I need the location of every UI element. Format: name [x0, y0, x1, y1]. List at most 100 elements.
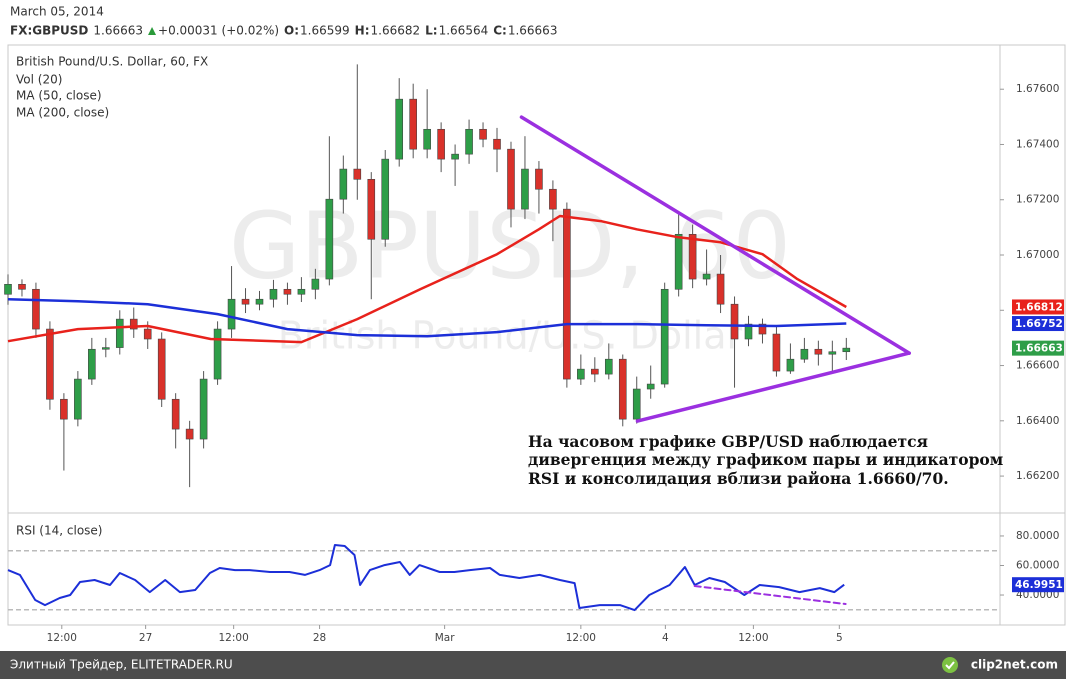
quote-field: C: — [493, 24, 507, 38]
candle-body — [269, 288, 278, 300]
candle-body — [325, 198, 334, 280]
x-tick-label: 27 — [139, 632, 152, 644]
y-tick-label: 1.66200 — [1016, 470, 1059, 482]
candle-body — [32, 288, 40, 330]
candle-body — [367, 178, 376, 240]
trend-line — [635, 351, 911, 423]
candle-body — [4, 284, 12, 295]
candle-body — [102, 347, 110, 350]
candle-body — [311, 278, 320, 290]
annotation-line: RSI и консолидация вблизи района 1.6660/… — [528, 469, 949, 488]
price-label: 1.66752 — [1015, 318, 1063, 330]
candle-body — [381, 158, 390, 240]
price-label-box — [1012, 340, 1064, 356]
candle-body — [507, 148, 515, 210]
candle-body — [60, 398, 68, 420]
candle-body — [437, 128, 445, 160]
y-tick-label: 1.67000 — [1016, 249, 1059, 261]
x-tick-label: Mar — [435, 632, 455, 644]
legend-entry: Vol (20) — [16, 73, 62, 87]
candle-body — [674, 233, 683, 290]
candle-body — [283, 288, 292, 295]
candle-body — [800, 348, 809, 360]
legend-entry: MA (50, close) — [16, 89, 102, 103]
candle-body — [604, 358, 613, 375]
legend-entry: RSI (14, close) — [16, 524, 102, 538]
y-tick-label: 80.0000 — [1016, 530, 1059, 542]
change-arrow — [148, 27, 157, 35]
series-line — [7, 297, 847, 338]
candle-body — [423, 128, 431, 150]
candle-body — [688, 233, 697, 280]
candle-body — [409, 98, 417, 150]
candle-body — [535, 168, 543, 190]
y-tick-label: 1.67200 — [1016, 194, 1059, 206]
candle-body — [157, 338, 166, 400]
quote-field: 1.66682 — [371, 24, 421, 38]
candle-body — [744, 323, 753, 340]
candle-body — [88, 348, 96, 380]
y-tick-label: 1.67600 — [1016, 83, 1059, 95]
x-tick-label: 12:00 — [47, 632, 77, 644]
price-panel: 1.676001.674001.672001.670001.668001.666… — [4, 64, 1064, 644]
x-tick-label: 5 — [836, 632, 843, 644]
candle-body — [646, 383, 655, 390]
candle-body — [171, 398, 180, 430]
candle-body — [199, 378, 208, 440]
y-tick-label: 60.0000 — [1016, 559, 1059, 571]
candle-body — [730, 303, 739, 340]
candle-body — [185, 428, 194, 440]
candle-body — [479, 128, 487, 140]
x-tick-label: 4 — [662, 632, 669, 644]
quote-bar: FX:GBPUSD 1.66663 +0.00031 (+0.02%) O: 1.665… — [10, 24, 557, 38]
annotation-line: дивергенция между графиком пары и индика… — [528, 450, 1003, 469]
candle-body — [241, 298, 250, 305]
candle-body — [660, 288, 669, 385]
candle-body — [115, 318, 124, 348]
x-tick-label: 28 — [313, 632, 326, 644]
x-tick-label: 12:00 — [738, 632, 768, 644]
quote-field: L: — [425, 24, 437, 38]
y-tick-label: 1.66600 — [1016, 360, 1059, 372]
annotation-line: На часовом графике GBP/USD наблюдается — [528, 432, 928, 451]
date: March 05, 2014 — [10, 5, 104, 19]
price-label-box — [1012, 577, 1064, 593]
footer-text: Элитный Трейдер, ELITETRADER.RU — [10, 658, 233, 672]
candle-body — [828, 351, 837, 355]
candle-body — [46, 328, 54, 400]
candle-body — [577, 368, 585, 380]
quote-field: 1.66599 — [300, 24, 350, 38]
chart-frame — [7, 44, 1066, 626]
price-label: 46.9951 — [1015, 579, 1063, 591]
candle-body — [716, 273, 725, 305]
candle-body — [18, 284, 26, 290]
candle-body — [814, 348, 823, 355]
y-tick-label: 1.67400 — [1016, 138, 1059, 150]
trend-line — [693, 585, 847, 606]
quote-field: 1.66663 — [508, 24, 558, 38]
footer-bar — [0, 651, 1066, 679]
candle-body — [353, 168, 362, 180]
x-tick-label: 12:00 — [219, 632, 249, 644]
candle-body — [563, 208, 571, 380]
legend-entry: MA (200, close) — [16, 106, 109, 120]
footer-logo: clip2net.com — [971, 658, 1058, 672]
price-label-box — [1012, 316, 1064, 332]
candle-body — [549, 188, 557, 210]
candle-body — [842, 347, 851, 353]
candle-body — [758, 323, 767, 335]
price-label: 1.66663 — [1015, 343, 1063, 355]
candle-body — [339, 168, 348, 200]
price-label: 1.66812 — [1015, 301, 1063, 313]
x-tick-label: 12:00 — [566, 632, 596, 644]
candle-body — [213, 328, 222, 380]
annotation: На часовом графике GBP/USD наблюдается д… — [528, 432, 1003, 488]
candle-body — [395, 98, 404, 160]
price-label-box — [1012, 299, 1064, 315]
candle-body — [451, 153, 459, 160]
quote-field: O: — [284, 24, 299, 38]
y-tick-label: 1.66400 — [1016, 415, 1059, 427]
quote-field: +0.00031 (+0.02%) — [158, 24, 279, 38]
quote-field: 1.66663 — [93, 24, 143, 38]
